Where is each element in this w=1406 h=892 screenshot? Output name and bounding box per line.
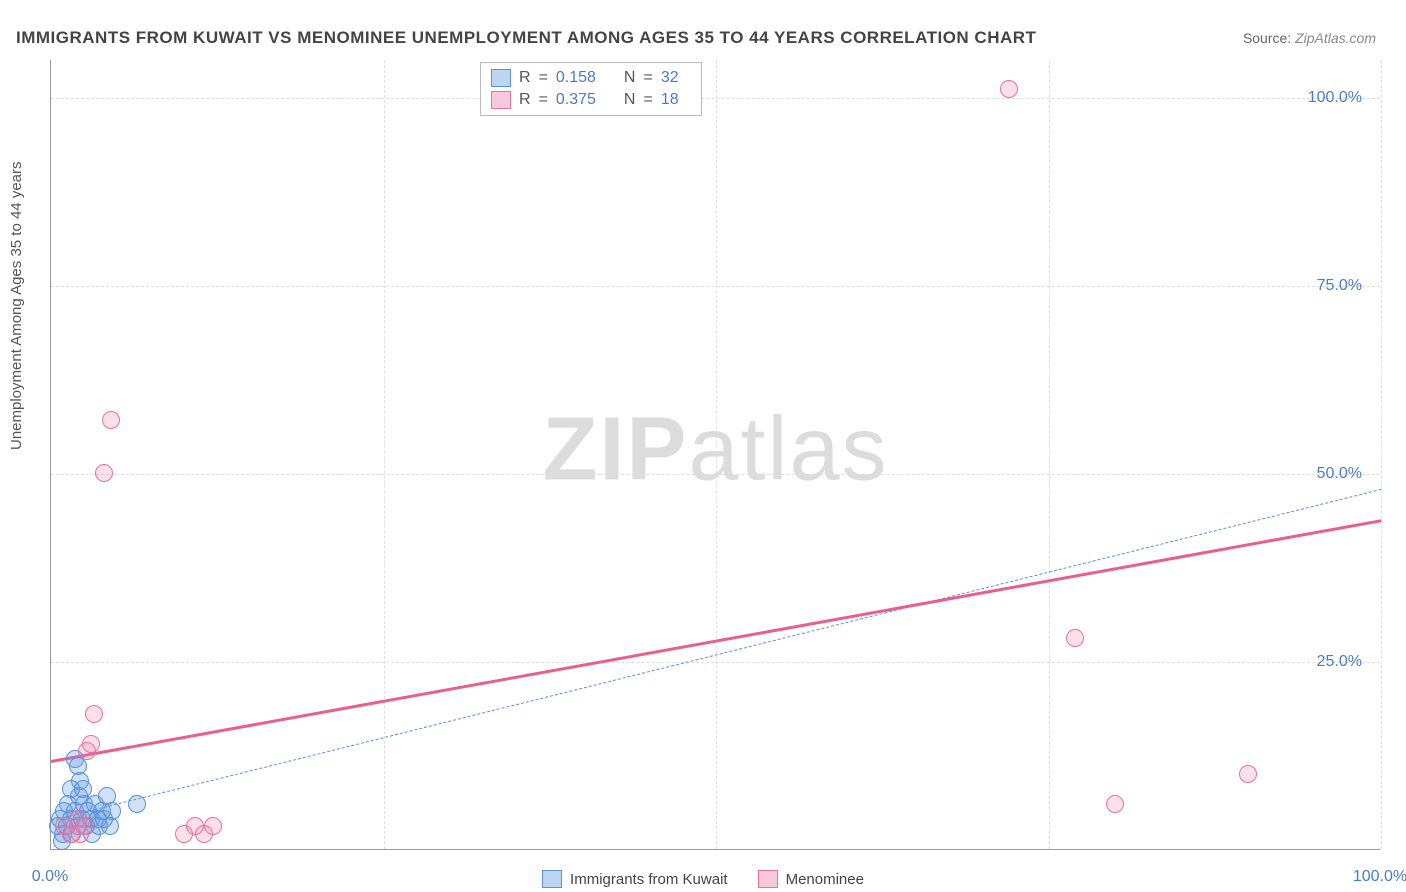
data-point xyxy=(1239,765,1257,783)
legend-n-value-kuwait: 32 xyxy=(661,69,691,87)
grid-line-v xyxy=(1049,60,1050,849)
legend-r-label: R xyxy=(519,69,531,87)
source-attribution: Source: ZipAtlas.com xyxy=(1243,30,1376,46)
legend-label-menominee: Menominee xyxy=(786,871,864,888)
data-point xyxy=(204,817,222,835)
x-tick-label: 100.0% xyxy=(1353,868,1406,886)
legend-n-label: N xyxy=(624,69,636,87)
data-point xyxy=(103,802,121,820)
data-point xyxy=(74,780,92,798)
legend-r-value-kuwait: 0.158 xyxy=(556,69,616,87)
legend-eq: = xyxy=(539,69,548,87)
legend-swatch-kuwait xyxy=(491,69,511,87)
y-tick-label: 25.0% xyxy=(1317,653,1362,671)
watermark-bold: ZIP xyxy=(542,399,688,499)
legend-n-value-menominee: 18 xyxy=(661,91,691,109)
data-point xyxy=(75,817,93,835)
grid-line-v xyxy=(716,60,717,849)
legend-swatch-menominee xyxy=(758,870,778,888)
legend-eq: = xyxy=(643,69,652,87)
legend-stats-row: R = 0.375 N = 18 xyxy=(491,89,691,111)
y-axis-label: Unemployment Among Ages 35 to 44 years xyxy=(8,161,25,450)
grid-line-v xyxy=(1381,60,1382,849)
legend-eq: = xyxy=(539,91,548,109)
data-point xyxy=(1000,80,1018,98)
legend-n-label: N xyxy=(624,91,636,109)
legend-stats: R = 0.158 N = 32 R = 0.375 N = 18 xyxy=(480,62,702,116)
plot-area: ZIPatlas 25.0% 50.0% 75.0% 100.0% xyxy=(50,60,1380,850)
data-point xyxy=(128,795,146,813)
data-point xyxy=(85,705,103,723)
legend-label-kuwait: Immigrants from Kuwait xyxy=(570,871,728,888)
y-tick-label: 100.0% xyxy=(1308,89,1362,107)
legend-item-menominee: Menominee xyxy=(758,870,864,888)
y-tick-label: 50.0% xyxy=(1317,465,1362,483)
watermark-light: atlas xyxy=(688,399,888,499)
data-point xyxy=(1106,795,1124,813)
chart-title: IMMIGRANTS FROM KUWAIT VS MENOMINEE UNEM… xyxy=(16,28,1036,48)
y-tick-label: 75.0% xyxy=(1317,277,1362,295)
legend-r-label: R xyxy=(519,91,531,109)
correlation-chart: IMMIGRANTS FROM KUWAIT VS MENOMINEE UNEM… xyxy=(0,0,1406,892)
legend-r-value-menominee: 0.375 xyxy=(556,91,616,109)
legend-swatch-menominee xyxy=(491,91,511,109)
legend-stats-row: R = 0.158 N = 32 xyxy=(491,67,691,89)
legend-series: Immigrants from Kuwait Menominee xyxy=(542,870,864,888)
legend-swatch-kuwait xyxy=(542,870,562,888)
data-point xyxy=(82,735,100,753)
source-value: ZipAtlas.com xyxy=(1295,30,1376,46)
data-point xyxy=(1066,629,1084,647)
data-point xyxy=(102,411,120,429)
grid-line-v xyxy=(384,60,385,849)
source-label: Source: xyxy=(1243,30,1291,46)
legend-eq: = xyxy=(643,91,652,109)
legend-item-kuwait: Immigrants from Kuwait xyxy=(542,870,728,888)
data-point xyxy=(95,464,113,482)
x-tick-label: 0.0% xyxy=(32,868,68,886)
